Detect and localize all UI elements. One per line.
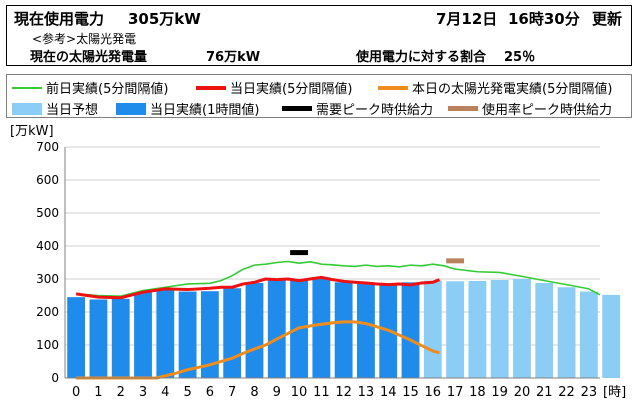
x-tick-label: 6 [206, 385, 214, 400]
x-tick-label: 21 [536, 385, 553, 400]
reference-note: <参考>太陽光発電 [32, 32, 137, 46]
bar-forecast-hour-16 [423, 280, 442, 378]
x-tick-label: 12 [335, 385, 352, 400]
usage-label: 現在使用電力 [14, 10, 105, 28]
x-tick-label: 7 [228, 385, 236, 400]
update-time: 16時30分 [508, 10, 580, 28]
y-axis-label: [万kW] [10, 124, 54, 139]
solar-value: 76万kW [206, 50, 261, 65]
legend-prev-day: 前日実績(5分間隔値) [12, 78, 168, 97]
x-tick-label: 23 [581, 385, 598, 400]
bar-forecast-hour-20 [513, 279, 531, 378]
y-tick-label: 400 [36, 239, 59, 253]
update-label: 更新 [592, 10, 623, 28]
y-tick-label: 700 [36, 140, 59, 154]
prev-day-line [76, 260, 601, 297]
bar-actual-hour-11 [312, 277, 331, 378]
legend-peak-swatch [282, 106, 312, 111]
bar-forecast-hour-22 [557, 287, 576, 378]
x-tick-label: 20 [514, 385, 531, 400]
legend-today-label: 当日実績(5分間隔値) [230, 82, 353, 97]
legend-prev-swatch [12, 86, 42, 89]
update-date: 7月12日 [436, 10, 498, 28]
legend-solar-swatch [378, 85, 408, 90]
x-tick-label: 8 [250, 385, 258, 400]
legend-forecast-label: 当日予想 [46, 103, 99, 118]
x-tick-label: 18 [469, 385, 486, 400]
legend-prev-label: 前日実績(5分間隔値) [46, 82, 169, 97]
y-tick-label: 100 [36, 338, 59, 352]
today-actual-line [75, 275, 441, 300]
bar-actual-hour-0 [67, 297, 86, 378]
solar-label: 現在の太陽光発電量 [30, 50, 148, 65]
x-tick-label: 14 [380, 385, 397, 400]
x-axis-label: [時] [603, 385, 626, 400]
x-tick-label: 5 [183, 385, 191, 400]
bar-forecast-hour-17 [446, 281, 465, 378]
legend-rate-swatch [448, 106, 478, 111]
x-tick-label: 17 [447, 385, 464, 400]
x-tick-label: 22 [558, 385, 575, 400]
usage-value: 305万kW [128, 10, 201, 28]
legend-rate-peak: 使用率ピーク時供給力 [448, 99, 612, 118]
x-tick-label: 9 [273, 385, 281, 400]
legend-hourly: 当日実績(1時間値) [116, 99, 259, 118]
bar-actual-hour-7 [223, 288, 242, 378]
x-tick-label: 0 [72, 385, 80, 400]
bar-actual-hour-6 [200, 291, 219, 378]
ratio-label: 使用電力に対する割合 [356, 50, 487, 65]
x-tick-label: 1 [94, 385, 102, 400]
bar-actual-hour-15 [401, 282, 420, 378]
ratio-value: 25％ [504, 50, 536, 65]
legend-forecast: 当日予想 [12, 99, 98, 118]
bar-actual-hour-13 [357, 283, 375, 378]
bar-forecast-hour-18 [468, 280, 487, 378]
bar-actual-hour-5 [178, 291, 197, 378]
y-tick-label: 300 [36, 272, 59, 286]
legend-rate-label: 使用率ピーク時供給力 [482, 103, 613, 118]
rate-peak-supply-mark [446, 258, 465, 264]
legend-today: 当日実績(5分間隔値) [196, 78, 352, 97]
bar-actual-hour-9 [267, 279, 286, 378]
x-tick-label: 11 [313, 385, 330, 400]
bar-forecast-hour-24 [602, 294, 621, 378]
solar-line [76, 320, 440, 380]
x-tick-label: 3 [139, 385, 147, 400]
legend-hourly-swatch [116, 102, 146, 115]
x-tick-label: 4 [161, 385, 169, 400]
y-tick-label: 0 [51, 371, 59, 385]
bar-forecast-hour-19 [490, 279, 509, 378]
x-tick-label: 13 [358, 385, 375, 400]
legend [6, 74, 632, 118]
bar-forecast-hour-21 [535, 282, 554, 378]
x-tick-label: 2 [117, 385, 125, 400]
legend-solar: 本日の太陽光発電実績(5分間隔値) [378, 78, 612, 97]
header-panel [6, 5, 632, 66]
y-tick-label: 500 [36, 206, 59, 220]
bar-actual-hour-12 [334, 282, 353, 378]
legend-peak-supply: 需要ピーク時供給力 [282, 99, 433, 118]
bar-forecast-hour-23 [579, 291, 598, 378]
bar-actual-hour-4 [156, 288, 175, 378]
legend-hourly-label: 当日実績(1時間値) [150, 103, 260, 118]
bar-actual-hour-3 [134, 292, 152, 378]
bar-actual-hour-8 [245, 282, 264, 378]
legend-solar-label: 本日の太陽光発電実績(5分間隔値) [412, 82, 613, 97]
y-tick-label: 600 [36, 173, 59, 187]
bar-actual-hour-2 [111, 298, 130, 378]
y-tick-label: 200 [36, 305, 59, 319]
x-tick-label: 15 [402, 385, 419, 400]
bar-actual-hour-1 [89, 299, 108, 378]
legend-peak-label: 需要ピーク時供給力 [316, 103, 434, 118]
x-tick-label: 16 [425, 385, 442, 400]
x-tick-label: 19 [491, 385, 508, 400]
peak-supply-mark [290, 250, 308, 256]
legend-forecast-swatch [12, 102, 42, 115]
x-tick-label: 10 [291, 385, 308, 400]
legend-today-swatch [196, 85, 226, 90]
